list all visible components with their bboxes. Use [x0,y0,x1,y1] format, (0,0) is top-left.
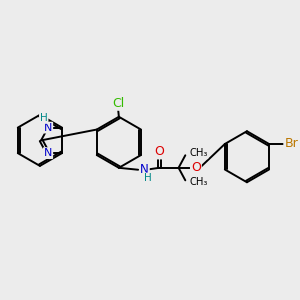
Text: Br: Br [284,137,298,151]
Text: H: H [40,113,48,123]
Text: N: N [140,163,149,176]
Text: O: O [191,161,201,174]
Text: N: N [44,123,52,133]
Text: N: N [44,148,52,158]
Text: H: H [144,173,152,183]
Text: O: O [154,146,164,158]
Text: CH₃: CH₃ [189,148,208,158]
Text: CH₃: CH₃ [189,177,208,187]
Text: Cl: Cl [112,97,124,110]
